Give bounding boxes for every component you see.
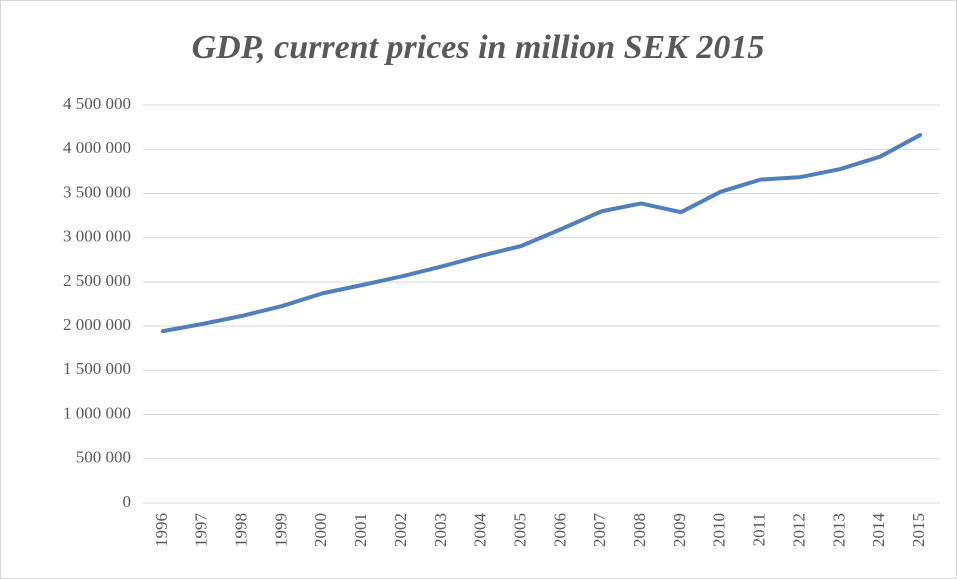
y-tick-label: 4 000 000	[63, 138, 131, 157]
x-tick-label: 2014	[869, 513, 888, 548]
x-tick-label: 1998	[232, 513, 251, 547]
x-tick-label: 2003	[431, 513, 450, 547]
x-tick-label: 2015	[909, 513, 928, 547]
y-tick-label: 500 000	[76, 448, 131, 467]
x-tick-label: 2013	[829, 513, 848, 547]
x-tick-label: 2012	[789, 513, 808, 547]
x-tick-label: 2005	[510, 513, 529, 547]
line-series	[160, 133, 923, 334]
y-tick-label: 3 500 000	[63, 182, 131, 201]
x-tick-label: 2002	[391, 513, 410, 547]
y-tick-label: 4 500 000	[63, 94, 131, 113]
x-tick-label: 1996	[152, 513, 171, 547]
y-tick-label: 0	[123, 492, 132, 511]
y-tick-label: 3 000 000	[63, 227, 131, 246]
x-tick-label: 2007	[590, 513, 609, 548]
x-tick-label: 2000	[311, 513, 330, 547]
x-tick-label: 1999	[271, 513, 290, 547]
y-tick-label: 1 500 000	[63, 359, 131, 378]
x-tick-label: 1997	[192, 513, 211, 548]
chart-title: GDP, current prices in million SEK 2015	[192, 29, 765, 66]
x-tick-label: 2011	[750, 513, 769, 546]
y-tick-label: 1 000 000	[63, 403, 131, 422]
y-tick-label: 2 500 000	[63, 271, 131, 290]
x-tick-label: 2006	[550, 513, 569, 547]
x-tick-label: 2008	[630, 513, 649, 547]
x-tick-label: 2009	[670, 513, 689, 547]
x-tick-label: 2001	[351, 513, 370, 547]
y-tick-label: 2 000 000	[63, 315, 131, 334]
x-tick-label: 2004	[471, 513, 490, 548]
x-tick-label: 2010	[710, 513, 729, 547]
